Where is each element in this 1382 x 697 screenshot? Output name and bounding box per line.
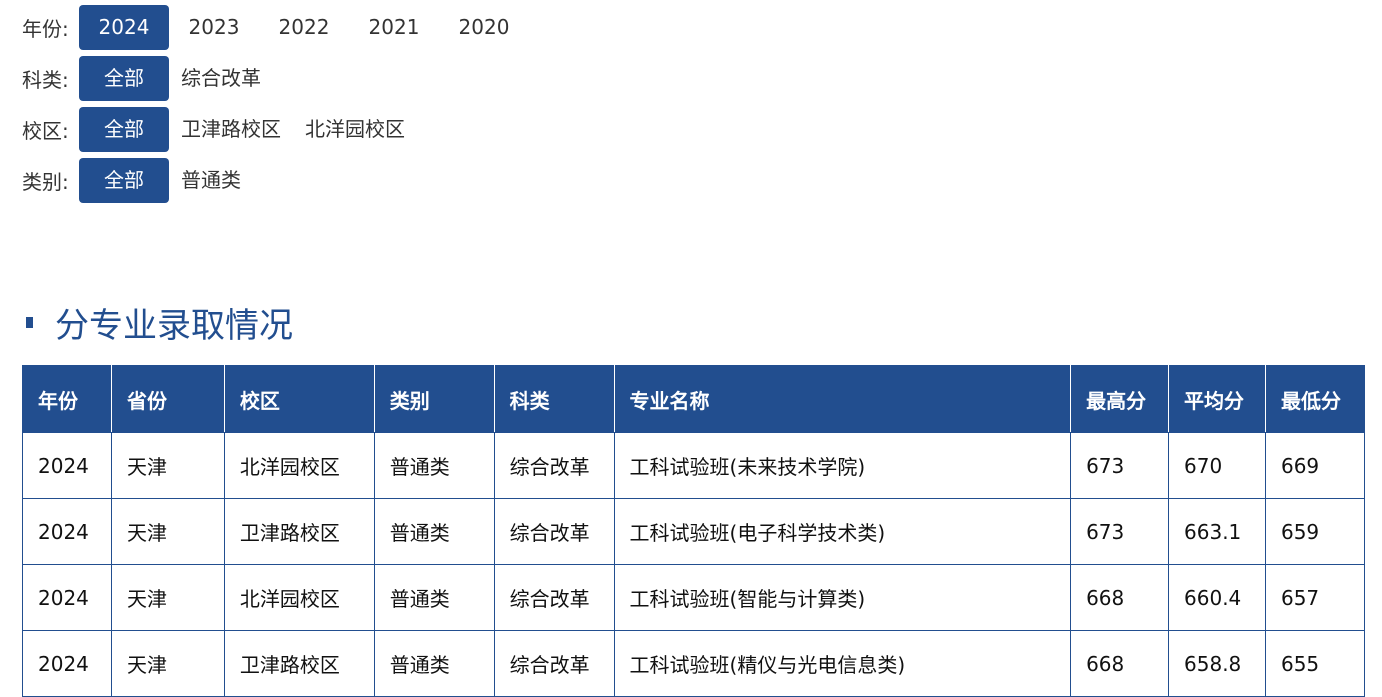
- square-bullet-icon: [26, 317, 33, 328]
- table-cell: 2024: [22, 630, 112, 697]
- table-cell: 663.1: [1168, 498, 1266, 565]
- filter-label: 校区:: [22, 119, 69, 143]
- table-cell: 天津: [110, 498, 225, 565]
- filter-year: 年份: 2024 2023 2022 2021 2020: [22, 5, 529, 50]
- column-header[interactable]: 校区: [223, 365, 375, 433]
- column-header[interactable]: 最低分: [1264, 365, 1366, 433]
- table-cell: 天津: [110, 432, 225, 499]
- column-header[interactable]: 专业名称: [613, 365, 1072, 433]
- table-row: 2024 天津 北洋园校区 普通类 综合改革 工科试验班(智能与计算类) 668 660.4 6…: [22, 564, 1366, 631]
- filter-option[interactable]: 北洋园校区: [305, 117, 405, 141]
- filter-label: 类别:: [22, 170, 69, 194]
- filter-option[interactable]: 全部: [79, 107, 169, 152]
- table-cell: 657: [1264, 564, 1366, 631]
- filter-option[interactable]: 综合改革: [181, 66, 261, 90]
- table-cell: 670: [1168, 432, 1266, 499]
- column-header[interactable]: 最高分: [1070, 365, 1170, 433]
- table-cell: 668: [1070, 564, 1170, 631]
- table-cell: 北洋园校区: [223, 432, 375, 499]
- table-cell: 673: [1070, 432, 1170, 499]
- filter-subject: 科类: 全部 综合改革: [22, 56, 273, 101]
- filter-option[interactable]: 普通类: [181, 168, 241, 192]
- table-cell: 天津: [110, 564, 225, 631]
- table-cell: 北洋园校区: [223, 564, 375, 631]
- table-cell: 综合改革: [493, 564, 615, 631]
- filter-type: 类别: 全部 普通类: [22, 158, 253, 203]
- table-cell: 卫津路校区: [223, 630, 375, 697]
- table-row: 2024 天津 卫津路校区 普通类 综合改革 工科试验班(精仪与光电信息类) 668 658.…: [22, 630, 1366, 697]
- table-cell: 2024: [22, 564, 112, 631]
- section-title: 分专业录取情况: [22, 298, 293, 347]
- table-cell: 综合改革: [493, 432, 615, 499]
- filter-option[interactable]: 2020: [458, 15, 510, 39]
- table-cell: 658.8: [1168, 630, 1266, 697]
- table-cell: 工科试验班(智能与计算类): [613, 564, 1072, 631]
- table-row: 2024 天津 卫津路校区 普通类 综合改革 工科试验班(电子科学技术类) 673 663.1…: [22, 498, 1366, 565]
- filter-option[interactable]: 全部: [79, 56, 169, 101]
- table-row: 2024 天津 北洋园校区 普通类 综合改革 工科试验班(未来技术学院) 673 670 669: [22, 432, 1366, 499]
- filter-option[interactable]: 卫津路校区: [181, 117, 281, 141]
- table-cell: 普通类: [373, 630, 495, 697]
- table-cell: 669: [1264, 432, 1366, 499]
- table-header-row: 年份 省份 校区 类别 科类 专业名称 最高分 平均分 最低分: [22, 365, 1366, 433]
- table-cell: 卫津路校区: [223, 498, 375, 565]
- filter-label: 年份:: [22, 17, 69, 41]
- table-cell: 660.4: [1168, 564, 1266, 631]
- filter-label: 科类:: [22, 68, 69, 92]
- filter-option[interactable]: 2023: [188, 15, 240, 39]
- table-cell: 综合改革: [493, 630, 615, 697]
- filter-option[interactable]: 全部: [79, 158, 169, 203]
- table-cell: 659: [1264, 498, 1366, 565]
- table-cell: 工科试验班(电子科学技术类): [613, 498, 1072, 565]
- table-cell: 普通类: [373, 432, 495, 499]
- table-cell: 668: [1070, 630, 1170, 697]
- table-cell: 工科试验班(精仪与光电信息类): [613, 630, 1072, 697]
- table-cell: 普通类: [373, 564, 495, 631]
- table-cell: 2024: [22, 432, 112, 499]
- table-cell: 工科试验班(未来技术学院): [613, 432, 1072, 499]
- column-header[interactable]: 省份: [110, 365, 225, 433]
- table-cell: 655: [1264, 630, 1366, 697]
- filter-option[interactable]: 2021: [368, 15, 420, 39]
- column-header[interactable]: 类别: [373, 365, 495, 433]
- filter-option[interactable]: 2022: [278, 15, 330, 39]
- admission-table: 年份 省份 校区 类别 科类 专业名称 最高分 平均分 最低分 2024 天津 北洋园校区 普通类 综合…: [22, 365, 1366, 697]
- column-header[interactable]: 平均分: [1168, 365, 1266, 433]
- filter-option[interactable]: 2024: [79, 5, 169, 50]
- table-cell: 天津: [110, 630, 225, 697]
- table-cell: 普通类: [373, 498, 495, 565]
- filter-campus: 校区: 全部 卫津路校区 北洋园校区: [22, 107, 417, 152]
- column-header[interactable]: 科类: [493, 365, 615, 433]
- column-header[interactable]: 年份: [22, 365, 112, 433]
- table-cell: 综合改革: [493, 498, 615, 565]
- table-cell: 673: [1070, 498, 1170, 565]
- table-cell: 2024: [22, 498, 112, 565]
